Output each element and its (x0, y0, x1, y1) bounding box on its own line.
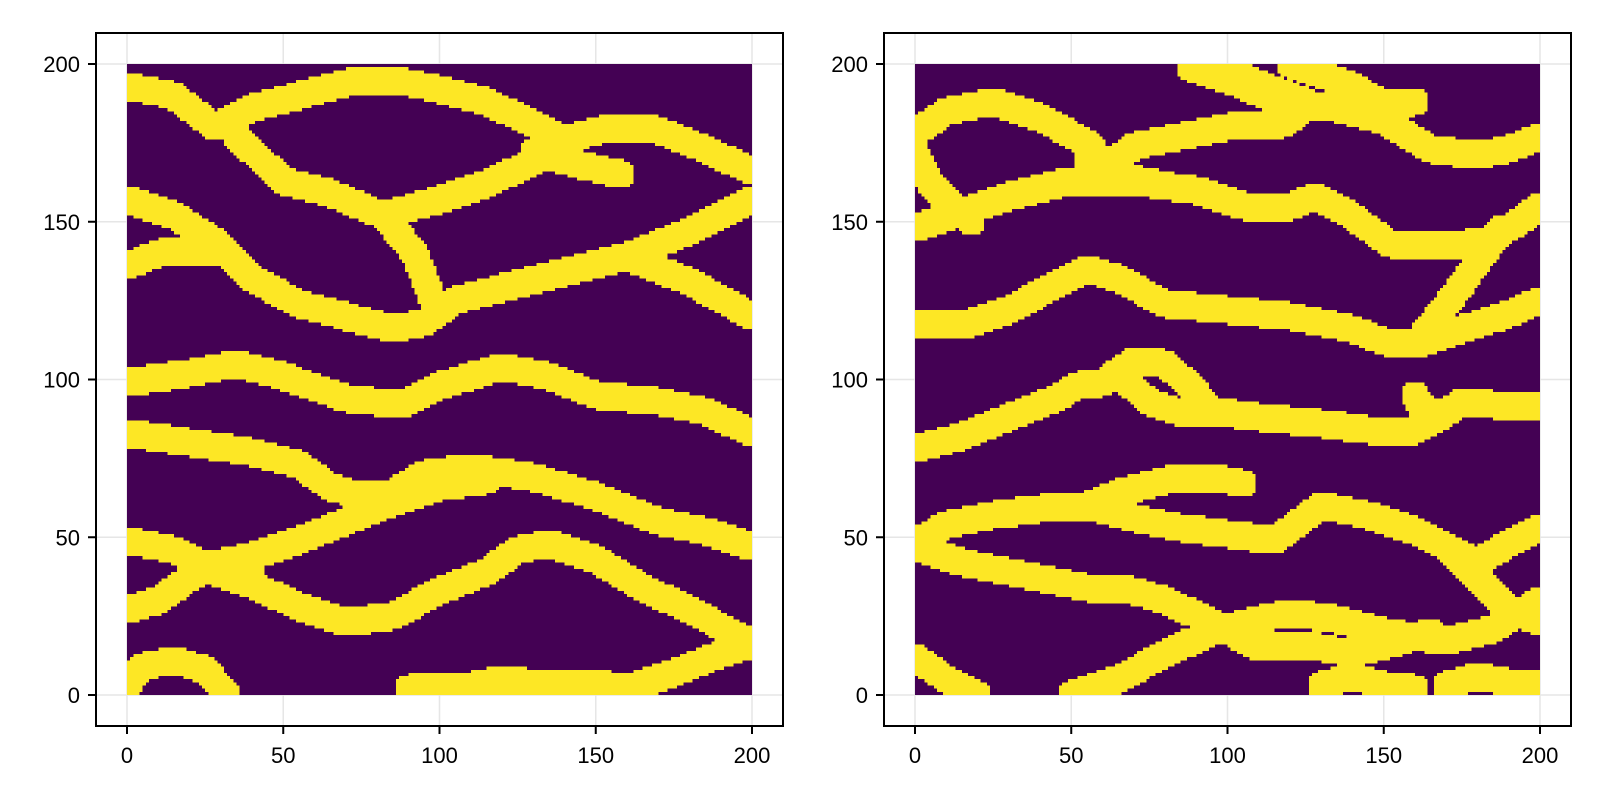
y-tick-label: 50 (844, 525, 868, 550)
x-tick-label: 0 (909, 743, 921, 768)
x-tick-label: 100 (421, 743, 458, 768)
x-tick-label: 200 (1522, 743, 1559, 768)
y-tick-label: 200 (831, 52, 868, 77)
x-tick-label: 50 (1059, 743, 1083, 768)
heatmap-raster (127, 64, 752, 695)
heatmap-raster (915, 64, 1540, 695)
y-tick-label: 0 (68, 683, 80, 708)
y-tick-label: 150 (831, 210, 868, 235)
x-tick-label: 150 (577, 743, 614, 768)
x-tick-label: 150 (1365, 743, 1402, 768)
y-tick-label: 200 (43, 52, 80, 77)
x-tick-label: 50 (271, 743, 295, 768)
y-tick-label: 100 (831, 368, 868, 393)
y-tick-label: 0 (856, 683, 868, 708)
heatmap-panel-right: 0 50 100 150 200 0 50 100 150 200 (831, 32, 1572, 768)
y-tick-label: 50 (56, 525, 80, 550)
y-tick-label: 150 (43, 210, 80, 235)
x-tick-label: 0 (121, 743, 133, 768)
heatmap-panel-left: 0 50 100 150 200 0 50 100 150 200 (43, 32, 784, 768)
x-tick-label: 100 (1209, 743, 1246, 768)
x-tick-label: 200 (734, 743, 771, 768)
y-tick-label: 100 (43, 368, 80, 393)
